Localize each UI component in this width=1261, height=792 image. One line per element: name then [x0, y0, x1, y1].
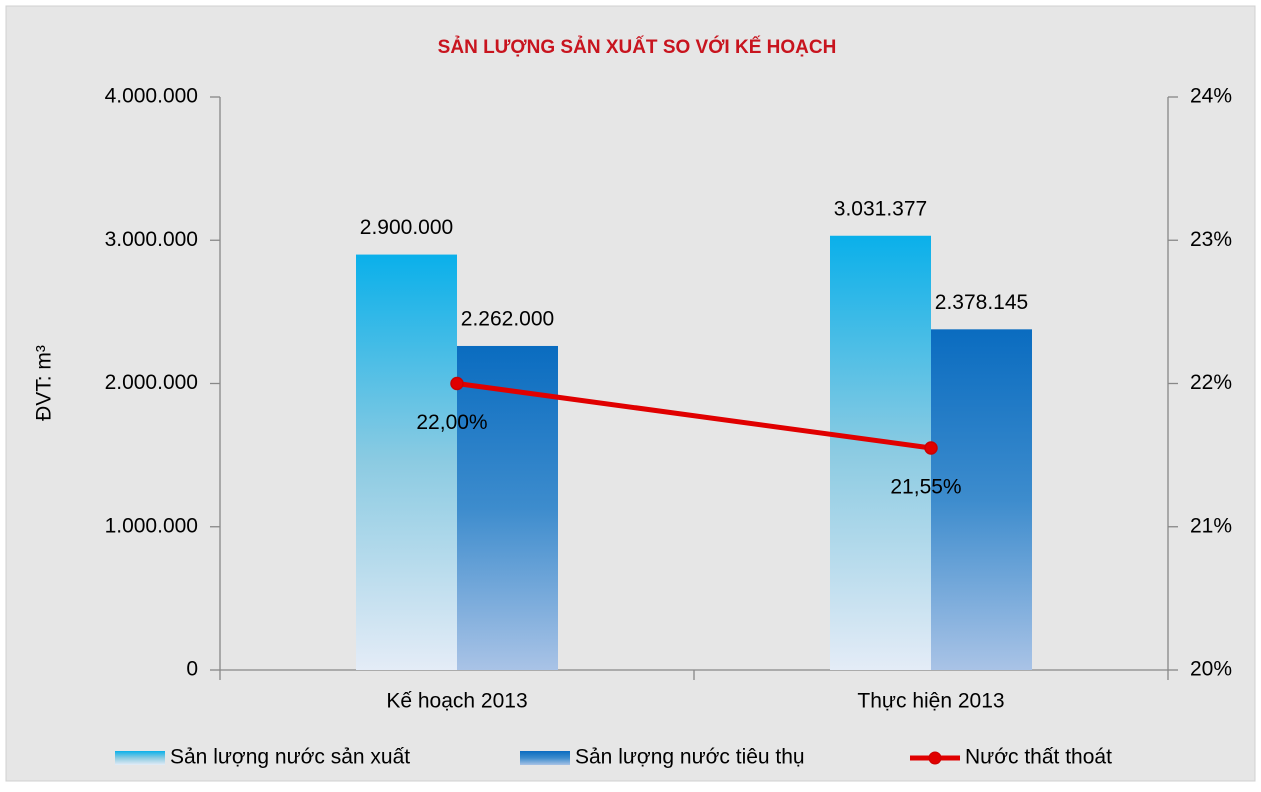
- y2-tick-label: 21%: [1190, 514, 1232, 537]
- bar: [457, 345, 558, 670]
- data-label: 3.031.377: [834, 197, 927, 220]
- y-tick-label: 3.000.000: [105, 228, 198, 251]
- chart-title: SẢN LƯỢNG SẢN XUẤT SO VỚI KẾ HOẠCH: [438, 36, 837, 58]
- legend-label: Sản lượng nước tiêu thụ: [575, 746, 805, 769]
- x-tick-label: Kế hoạch 2013: [386, 690, 527, 713]
- data-label: 2.378.145: [935, 291, 1028, 314]
- legend-label: Nước thất thoát: [965, 746, 1112, 769]
- y2-tick-label: 24%: [1190, 85, 1232, 108]
- bar: [931, 329, 1032, 670]
- y-tick-label: 4.000.000: [105, 85, 198, 108]
- line-marker: [450, 376, 464, 391]
- data-label: 22,00%: [416, 411, 487, 434]
- y-tick-label: 2.000.000: [105, 371, 198, 394]
- y2-tick-label: 22%: [1190, 371, 1232, 394]
- data-label: 2.262.000: [461, 308, 554, 331]
- legend-swatch: [115, 751, 165, 765]
- line: [456, 381, 932, 451]
- legend-swatch: [520, 751, 570, 765]
- bar: [830, 235, 931, 670]
- y2-tick-label: 20%: [1190, 658, 1232, 681]
- y-tick-label: 1.000.000: [105, 514, 198, 537]
- legend-marker: [928, 751, 942, 765]
- data-label: 2.900.000: [360, 216, 453, 239]
- y-tick-label: 0: [186, 658, 198, 681]
- bar: [356, 254, 457, 670]
- chart-background: [5, 5, 1256, 782]
- legend-label: Sản lượng nước sản xuất: [170, 746, 410, 769]
- y2-tick-label: 23%: [1190, 228, 1232, 251]
- x-tick-label: Thực hiện 2013: [857, 690, 1004, 713]
- data-label: 21,55%: [890, 476, 961, 499]
- line-marker: [924, 441, 938, 455]
- y-axis-label: ĐVT: m³: [33, 345, 56, 421]
